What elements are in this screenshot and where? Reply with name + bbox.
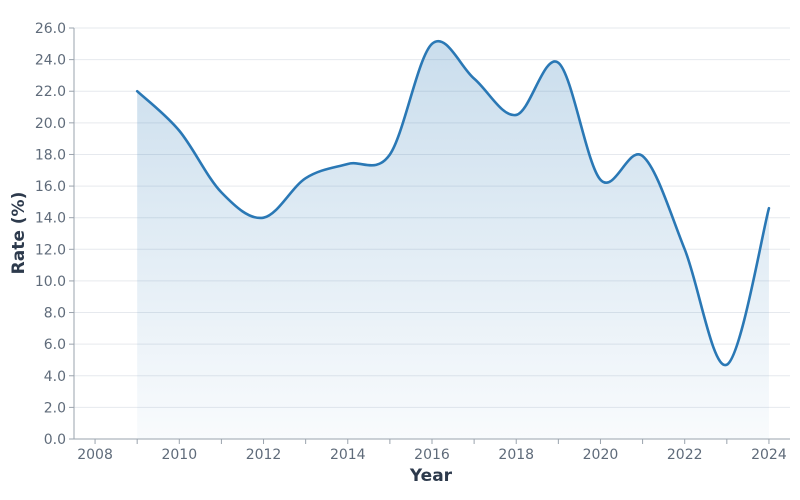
y-tick-label: 10.0 xyxy=(35,274,66,290)
y-tick-label: 26.0 xyxy=(35,21,66,37)
y-tick-label: 14.0 xyxy=(35,211,66,227)
y-tick-label: 22.0 xyxy=(35,84,66,100)
y-tick-label: 16.0 xyxy=(35,179,66,195)
series-line xyxy=(135,39,771,367)
x-tick-label: 2010 xyxy=(161,447,197,463)
x-tick-label: 2008 xyxy=(77,447,113,463)
x-tick-label: 2022 xyxy=(667,447,703,463)
y-tick-label: 2.0 xyxy=(44,400,66,416)
x-tick-label: 2020 xyxy=(583,447,619,463)
y-tick-label: 8.0 xyxy=(44,306,66,322)
x-tick-label: 2016 xyxy=(414,447,450,463)
y-tick-label: 0.0 xyxy=(44,432,66,448)
y-tick-label: 20.0 xyxy=(35,116,66,132)
x-axis-title: Year xyxy=(409,466,453,486)
x-tick-label: 2012 xyxy=(246,447,282,463)
y-tick-label: 12.0 xyxy=(35,242,66,258)
y-tick-label: 4.0 xyxy=(44,369,66,385)
y-axis-ticks: 0.0 2.0 4.0 6.0 8.0 10.0 12.0 14.0 16.0 18.0 20.0 2… xyxy=(35,21,74,448)
y-tick-label: 18.0 xyxy=(35,147,66,163)
y-tick-label: 6.0 xyxy=(44,337,66,353)
x-tick-label: 2014 xyxy=(330,447,366,463)
series-area-fill xyxy=(137,41,769,440)
x-tick-label: 2018 xyxy=(498,447,534,463)
y-tick-label: 24.0 xyxy=(35,53,66,69)
x-tick-label: 2024 xyxy=(751,447,787,463)
y-axis-title: Rate (%) xyxy=(9,192,29,275)
x-axis-ticks: 2008 2010 2012 2014 2016 2018 2020 2022 2024 xyxy=(77,439,787,463)
area-layer xyxy=(135,39,771,440)
